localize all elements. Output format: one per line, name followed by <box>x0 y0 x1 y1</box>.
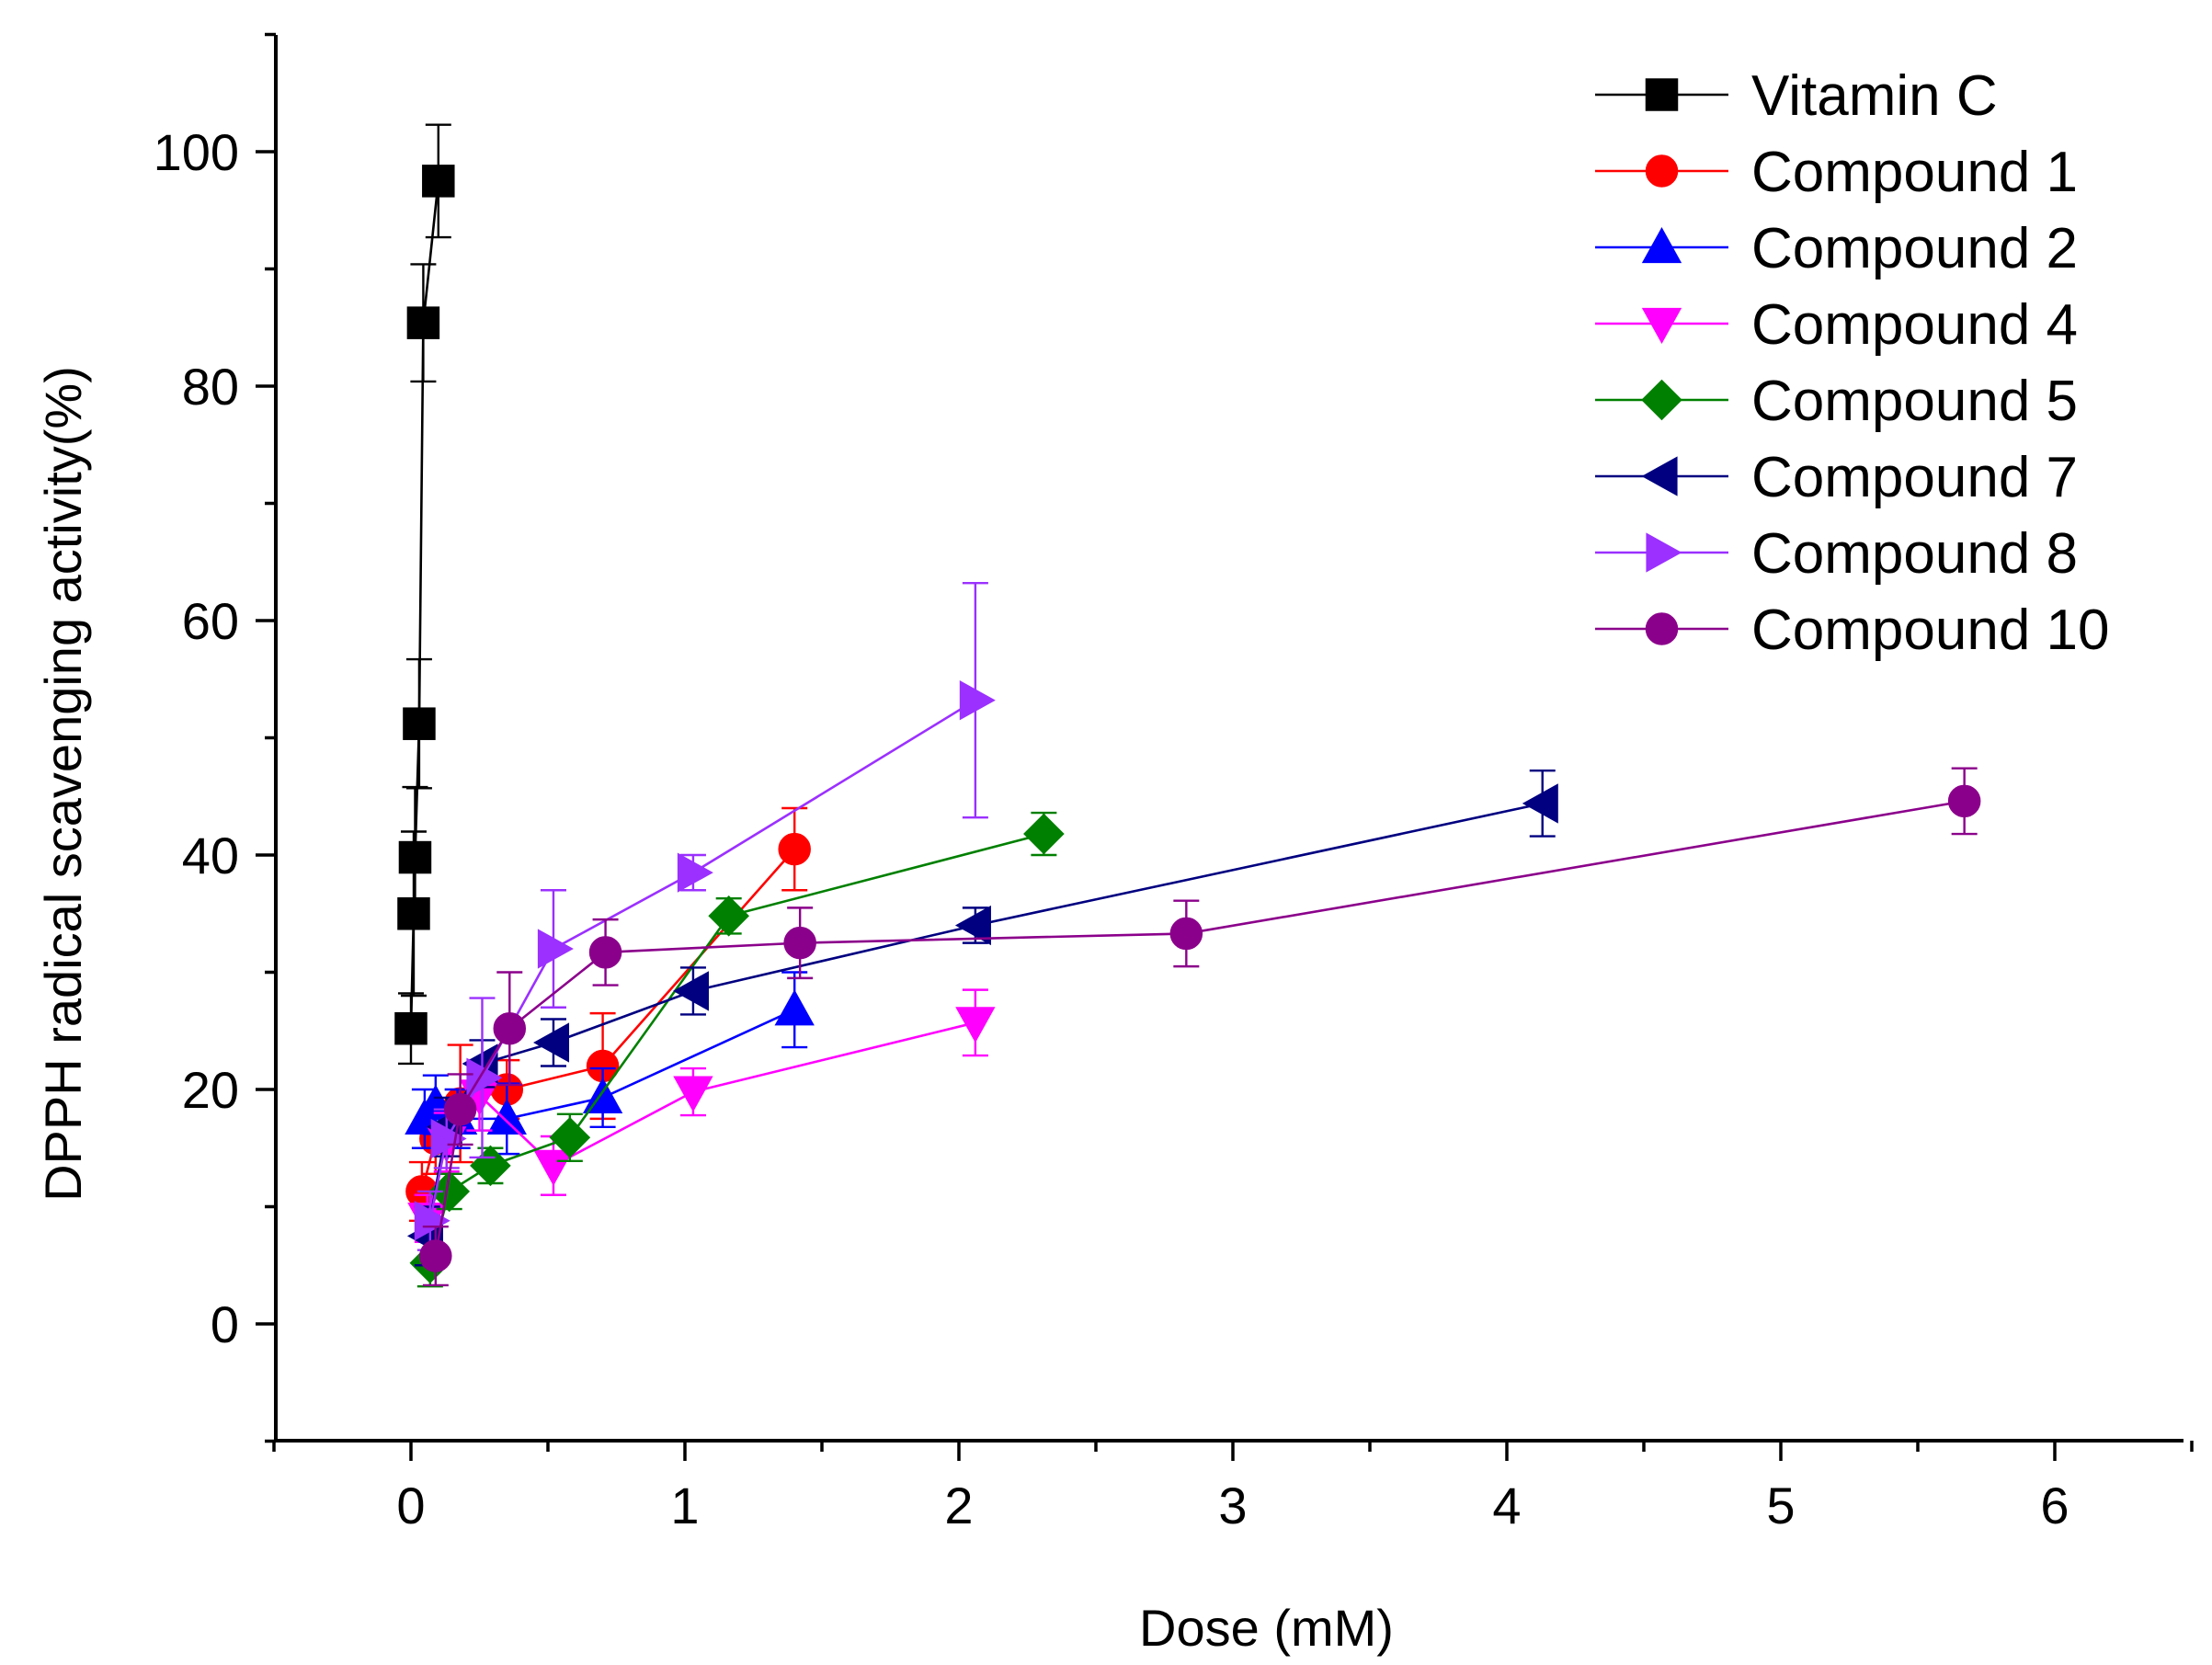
legend-label: Compound 2 <box>1751 217 2078 280</box>
data-point-compound-8 <box>414 1201 450 1241</box>
data-point-compound-5 <box>470 1145 511 1187</box>
y-tick-label: 80 <box>182 358 239 416</box>
y-tick-label: 60 <box>182 592 239 650</box>
data-point-compound-1 <box>778 832 811 866</box>
y-tick-label: 20 <box>182 1061 239 1119</box>
data-point-compound-2 <box>774 989 815 1026</box>
data-point-vitamin-c <box>403 707 436 740</box>
y-tick-label: 0 <box>211 1295 239 1353</box>
series-vitamin-c <box>394 123 455 1066</box>
x-tick-label: 1 <box>670 1477 699 1534</box>
data-point-compound-7 <box>954 905 991 946</box>
legend-marker-compound-7 <box>1641 456 1678 496</box>
data-point-compound-10 <box>493 1011 527 1045</box>
legend-item-compound-2: Compound 2 <box>1595 217 2078 280</box>
series-compound-8 <box>414 582 996 1251</box>
data-point-compound-5 <box>1023 813 1065 855</box>
legend-item-compound-10: Compound 10 <box>1595 599 2110 662</box>
data-point-vitamin-c <box>398 840 432 874</box>
data-point-compound-7 <box>1522 783 1558 824</box>
data-point-vitamin-c <box>397 897 430 930</box>
legend-item-compound-4: Compound 4 <box>1595 293 2078 357</box>
data-point-vitamin-c <box>406 306 440 339</box>
legend-label: Compound 1 <box>1751 141 2078 204</box>
legend-marker-compound-4 <box>1641 307 1682 344</box>
data-point-compound-8 <box>959 680 996 721</box>
data-point-compound-2 <box>582 1077 623 1113</box>
x-tick-label: 6 <box>2040 1477 2069 1534</box>
data-point-compound-5 <box>549 1116 591 1158</box>
data-point-compound-10 <box>1169 917 1203 951</box>
data-point-compound-5 <box>708 895 749 937</box>
y-tick-label: 40 <box>182 827 239 884</box>
legend-marker-compound-10 <box>1645 612 1679 645</box>
data-point-compound-10 <box>783 926 816 960</box>
data-point-compound-4 <box>955 1007 996 1043</box>
y-axis-label: DPPH radical scavenging activity(%) <box>34 366 92 1202</box>
data-point-compound-10 <box>588 936 622 969</box>
x-tick-label: 5 <box>1766 1477 1795 1534</box>
legend-marker-compound-5 <box>1641 379 1682 421</box>
legend-label: Compound 4 <box>1751 293 2078 357</box>
data-point-compound-4 <box>533 1149 574 1186</box>
x-tick-label: 0 <box>396 1477 425 1534</box>
series-compound-1 <box>405 806 811 1222</box>
x-tick-label: 3 <box>1218 1477 1247 1534</box>
series-line-compound-10 <box>434 800 1965 1257</box>
legend-marker-compound-2 <box>1641 227 1682 264</box>
data-point-compound-8 <box>430 1118 467 1159</box>
legend-marker-compound-8 <box>1646 532 1682 573</box>
legend-item-compound-1: Compound 1 <box>1595 141 2078 204</box>
legend-marker-vitamin-c <box>1645 78 1679 111</box>
legend-label: Compound 5 <box>1751 370 2078 433</box>
x-tick-label: 2 <box>944 1477 973 1534</box>
y-tick-label: 100 <box>154 123 239 181</box>
data-point-compound-10 <box>419 1239 452 1272</box>
series-line-compound-8 <box>428 699 976 1222</box>
legend-marker-compound-1 <box>1645 154 1679 188</box>
data-point-compound-7 <box>672 971 710 1011</box>
x-axis-label: Dose (mM) <box>1139 1599 1394 1657</box>
legend: Vitamin C Compound 1 Compound 2 Compound 4 C… <box>1595 64 2110 662</box>
series-line-compound-1 <box>420 848 796 1192</box>
data-point-vitamin-c <box>422 165 455 198</box>
data-point-compound-10 <box>443 1092 477 1126</box>
legend-label: Vitamin C <box>1751 64 1998 128</box>
legend-item-compound-5: Compound 5 <box>1595 370 2078 433</box>
x-tick-label: 4 <box>1492 1477 1521 1534</box>
data-point-compound-10 <box>1947 784 1981 818</box>
data-point-compound-8 <box>677 852 713 893</box>
legend-label: Compound 8 <box>1751 522 2078 586</box>
legend-label: Compound 10 <box>1751 599 2110 662</box>
data-point-compound-2 <box>486 1098 527 1135</box>
data-point-compound-7 <box>533 1022 570 1063</box>
legend-item-compound-8: Compound 8 <box>1595 522 2078 586</box>
legend-label: Compound 7 <box>1751 446 2078 509</box>
plot-area <box>394 123 1981 1288</box>
data-point-compound-8 <box>537 929 574 969</box>
data-point-vitamin-c <box>394 1011 428 1045</box>
data-point-compound-4 <box>673 1076 713 1112</box>
legend-item-vitamin-c: Vitamin C <box>1595 64 1998 128</box>
legend-item-compound-7: Compound 7 <box>1595 446 2078 509</box>
series-compound-10 <box>419 767 1981 1287</box>
series-compound-5 <box>409 811 1065 1288</box>
